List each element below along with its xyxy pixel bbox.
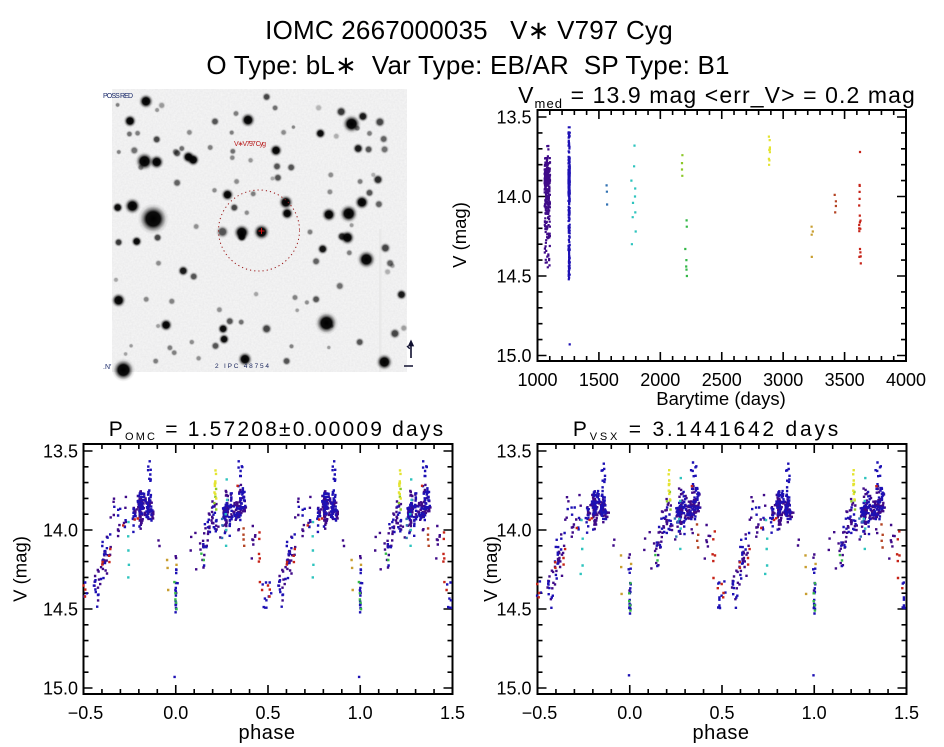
svg-text:0.5: 0.5 [709, 703, 734, 723]
svg-text:1.0: 1.0 [802, 703, 827, 723]
svg-text:14.5: 14.5 [496, 266, 531, 286]
svg-text:4000: 4000 [886, 370, 926, 390]
svg-text:15.0: 15.0 [496, 678, 531, 698]
svg-text:15.0: 15.0 [43, 678, 78, 698]
svg-text:Barytime (days): Barytime (days) [656, 388, 786, 409]
svg-text:O Type: bL∗ Var Type: EB/AR: O Type: bL∗ Var Type: EB/AR SP Type: B1 [206, 50, 729, 80]
svg-text:3500: 3500 [825, 370, 865, 390]
svg-text:14.0: 14.0 [496, 520, 531, 540]
svg-text:0.0: 0.0 [163, 703, 188, 723]
svg-text:IOMC 2667000035 V∗ V797 Cyg: IOMC 2667000035 V∗ V797 Cyg [265, 15, 673, 45]
svg-text:V∗V797 Cyg: V∗V797 Cyg [234, 141, 266, 148]
svg-text:0.5: 0.5 [255, 703, 280, 723]
svg-text:13.5: 13.5 [43, 441, 78, 461]
svg-text:2500: 2500 [702, 370, 742, 390]
svg-text:15.0: 15.0 [496, 346, 531, 366]
svg-text:V (mag): V (mag) [10, 536, 31, 602]
svg-text:1.0: 1.0 [348, 703, 373, 723]
svg-text:13.5: 13.5 [496, 107, 531, 127]
svg-text:V (mag): V (mag) [449, 202, 470, 268]
svg-text:3000: 3000 [763, 370, 803, 390]
svg-text:.N′: .N′ [103, 364, 112, 371]
svg-text:1.5: 1.5 [440, 703, 465, 723]
svg-text:1.5: 1.5 [894, 703, 919, 723]
svg-text:V (mag): V (mag) [480, 536, 501, 602]
svg-text:phase: phase [693, 722, 750, 744]
svg-text:14.5: 14.5 [496, 599, 531, 619]
svg-text:−0.5: −0.5 [522, 703, 558, 723]
svg-text:14.0: 14.0 [496, 187, 531, 207]
svg-text:1000: 1000 [517, 370, 557, 390]
svg-text:0.0: 0.0 [617, 703, 642, 723]
svg-text:14.0: 14.0 [43, 520, 78, 540]
svg-text:phase: phase [239, 722, 296, 744]
svg-text:−0.5: −0.5 [68, 703, 104, 723]
svg-text:Vmed = 13.9 mag <err_V> = 0.2: Vmed = 13.9 mag <err_V> = 0.2 mag [518, 82, 916, 111]
svg-text:1500: 1500 [579, 370, 619, 390]
svg-text:14.5: 14.5 [43, 599, 78, 619]
svg-text:13.5: 13.5 [496, 441, 531, 461]
svg-text:POMC = 1.57208±0.00009 days: POMC = 1.57208±0.00009 days [109, 418, 446, 443]
svg-text:2000: 2000 [640, 370, 680, 390]
svg-text:POSS RED: POSS RED [103, 93, 133, 100]
